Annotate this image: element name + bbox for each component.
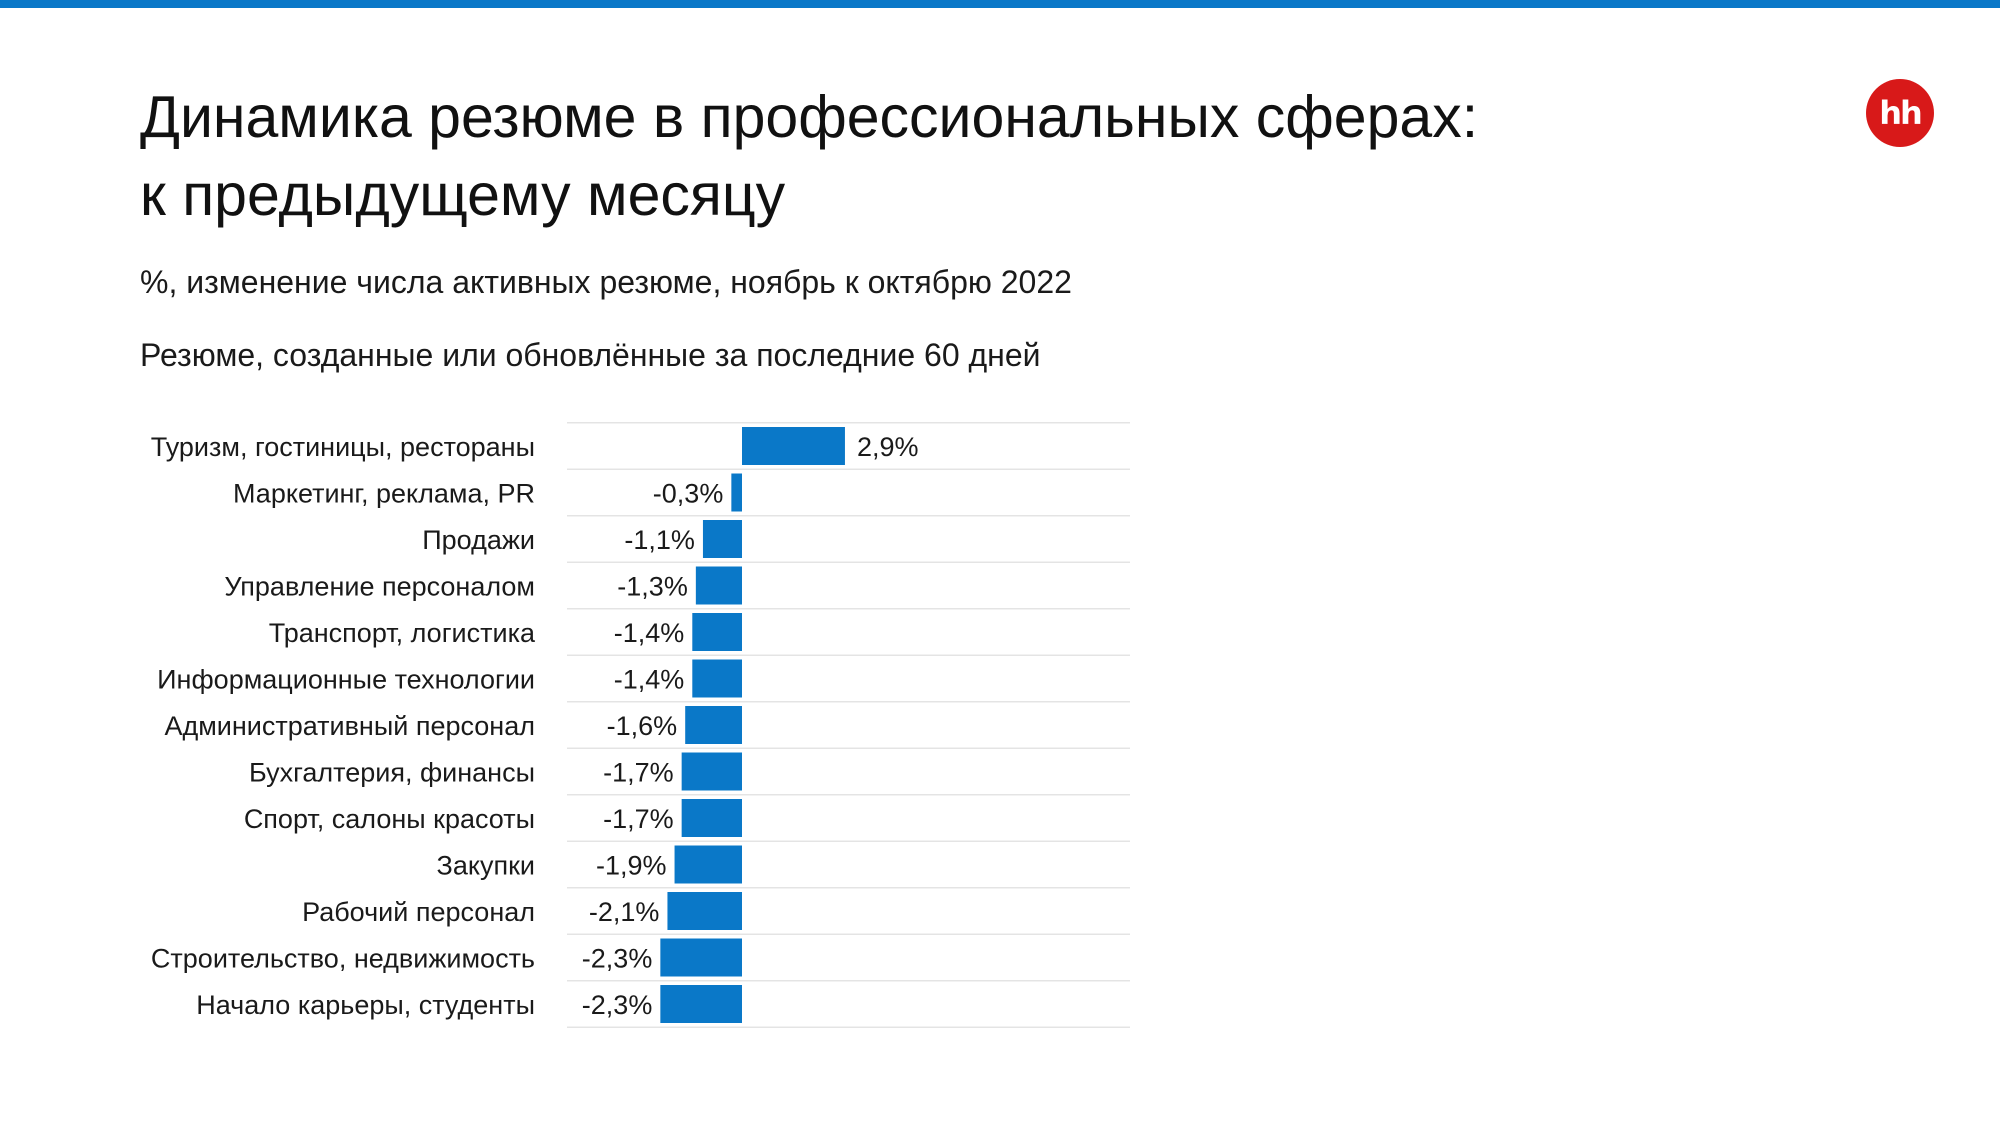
data-label: 2,9%	[857, 432, 919, 462]
bar	[674, 845, 742, 884]
data-label: -1,4%	[614, 618, 685, 648]
logo-text: hh	[1879, 94, 1923, 132]
category-label: Управление персоналом	[224, 572, 535, 602]
data-label: -1,6%	[607, 711, 678, 741]
bar	[667, 892, 742, 930]
category-label: Бухгалтерия, финансы	[249, 758, 535, 788]
category-label: Административный персонал	[164, 711, 535, 741]
category-label: Маркетинг, реклама, PR	[233, 479, 535, 509]
data-label: -2,3%	[582, 990, 653, 1020]
category-label: Спорт, салоны красоты	[244, 804, 535, 834]
labels: Туризм, гостиницы, рестораны 2,9% Маркетин…	[151, 432, 919, 1020]
category-label: Продажи	[422, 525, 535, 555]
chart-subtitle: %, изменение числа активных резюме, нояб…	[140, 264, 1072, 300]
data-label: -1,3%	[617, 572, 688, 602]
hh-logo-icon: hh	[1866, 79, 1934, 147]
data-label: -1,7%	[603, 758, 674, 788]
category-label: Строительство, недвижимость	[151, 944, 535, 974]
top-accent-bar	[0, 0, 2000, 8]
data-label: -2,1%	[589, 897, 660, 927]
title-line-2: к предыдущему месяцу	[140, 162, 786, 228]
data-label: -2,3%	[582, 944, 653, 974]
category-label: Закупки	[437, 851, 535, 881]
bar	[685, 706, 742, 744]
page-title: Динамика резюме в профессиональных сфера…	[140, 78, 1780, 234]
bar	[702, 520, 742, 558]
bar	[731, 473, 742, 512]
bar	[660, 985, 742, 1023]
bar	[692, 659, 742, 698]
bar	[742, 427, 845, 465]
data-label: -1,7%	[603, 804, 674, 834]
category-label: Начало карьеры, студенты	[196, 990, 535, 1020]
bar	[681, 752, 742, 791]
chart-note: Резюме, созданные или обновлённые за пос…	[140, 337, 1041, 373]
bar	[681, 799, 742, 837]
data-label: -1,9%	[596, 851, 667, 881]
category-label: Туризм, гостиницы, рестораны	[151, 432, 535, 462]
bar	[692, 613, 742, 651]
category-label: Рабочий персонал	[302, 897, 535, 927]
data-label: -1,4%	[614, 665, 685, 695]
data-label: -0,3%	[653, 479, 724, 509]
category-label: Транспорт, логистика	[269, 618, 536, 648]
bar	[695, 566, 742, 605]
grid-lines	[567, 422, 1130, 1028]
category-label: Информационные технологии	[157, 665, 535, 695]
title-line-1: Динамика резюме в профессиональных сфера…	[140, 84, 1479, 150]
bars	[660, 427, 845, 1023]
bar	[660, 938, 742, 977]
data-label: -1,1%	[624, 525, 695, 555]
